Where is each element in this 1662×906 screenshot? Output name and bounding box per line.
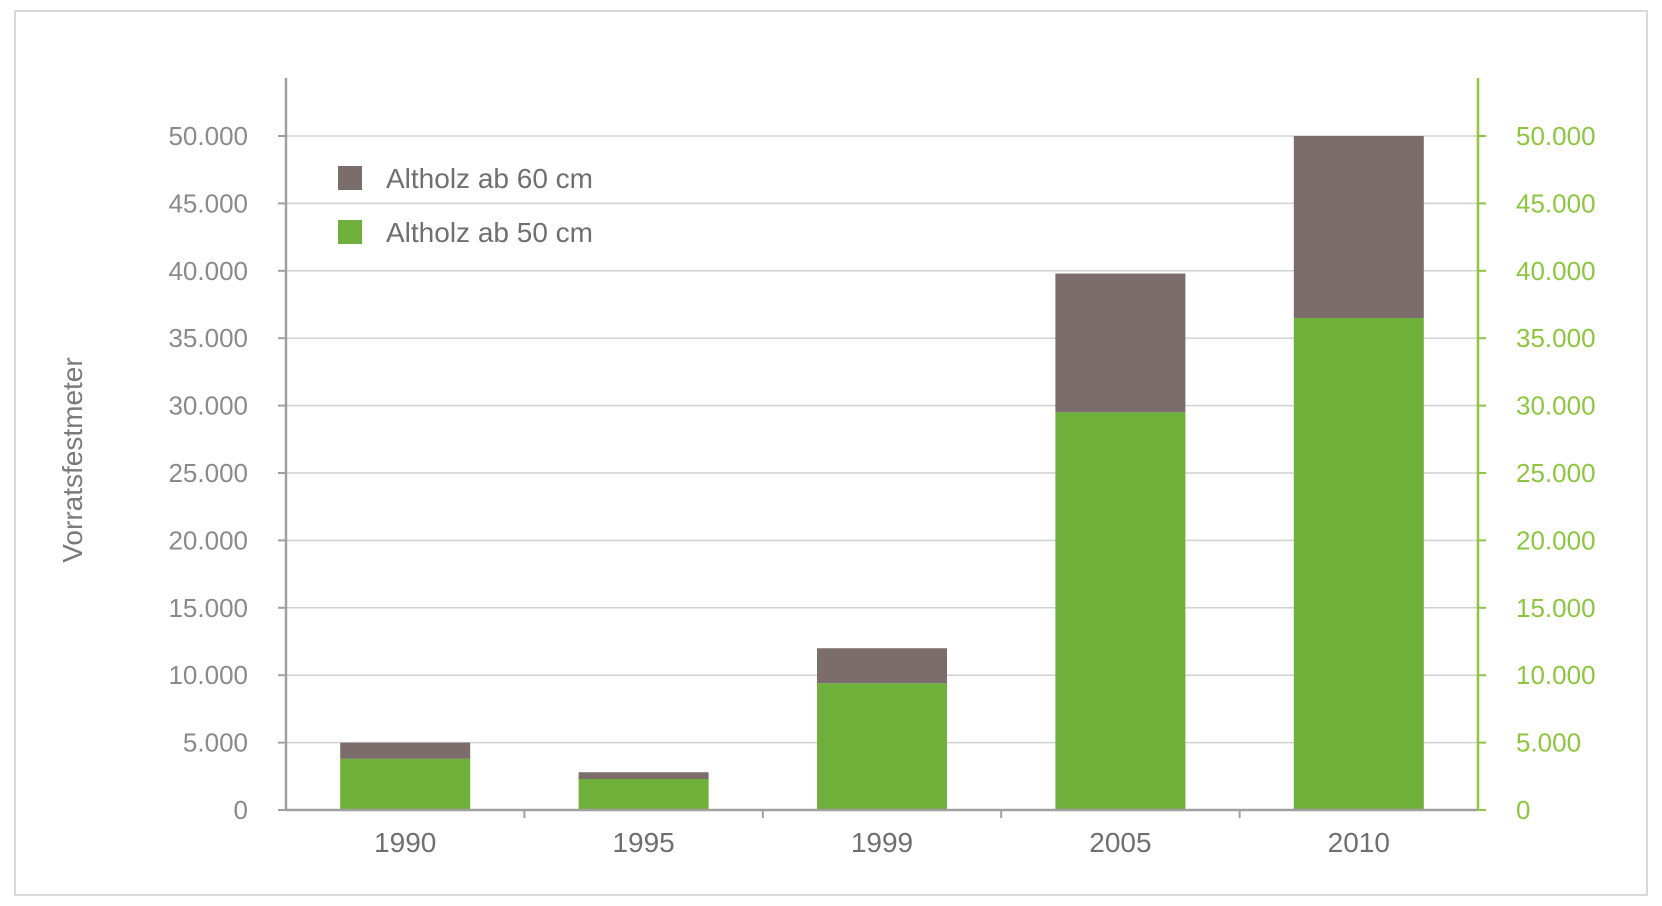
legend-label: Altholz ab 60 cm	[386, 163, 593, 194]
y2-tick-label: 50.000	[1516, 121, 1596, 151]
y2-tick-label: 5.000	[1516, 728, 1581, 758]
y-tick-label: 5.000	[183, 728, 248, 758]
y-tick-label: 15.000	[168, 593, 248, 623]
y-axis-title: Vorratsfestmeter	[57, 357, 88, 562]
axes	[278, 78, 1486, 818]
y-tick-label: 40.000	[168, 256, 248, 286]
tick-labels: 0 0 5.000 5.000 10.000 10.000 15.000 15.000 20.0…	[168, 121, 1595, 858]
bar-segment-altholz-60	[817, 648, 947, 684]
x-tick-label: 1995	[612, 827, 674, 858]
bar-segment-altholz-60	[1055, 273, 1186, 413]
legend-label: Altholz ab 50 cm	[386, 217, 593, 248]
y2-tick-label: 20.000	[1516, 525, 1596, 555]
y2-tick-label: 45.000	[1516, 188, 1596, 218]
bar-segment-altholz-50	[1293, 317, 1424, 810]
y-tick-label: 25.000	[168, 458, 248, 488]
bar-segment-altholz-60	[340, 742, 471, 759]
legend-swatch	[338, 166, 362, 190]
y-tick-label: 35.000	[168, 323, 248, 353]
bar-segment-altholz-50	[1055, 412, 1186, 810]
legend: Altholz ab 60 cm Altholz ab 50 cm	[338, 163, 593, 248]
y2-tick-label: 40.000	[1516, 256, 1596, 286]
bar-segment-altholz-50	[817, 683, 947, 810]
x-tick-label: 1990	[374, 827, 436, 858]
legend-swatch	[338, 220, 362, 244]
y-tick-label: 50.000	[168, 121, 248, 151]
x-tick-label: 2010	[1328, 827, 1390, 858]
y-tick-label: 10.000	[168, 660, 248, 690]
y2-tick-label: 25.000	[1516, 458, 1596, 488]
x-tick-label: 2005	[1089, 827, 1151, 858]
x-tick-label: 1999	[851, 827, 913, 858]
bar-segment-altholz-50	[578, 778, 709, 810]
y2-tick-label: 35.000	[1516, 323, 1596, 353]
bar-segment-altholz-50	[340, 758, 471, 810]
y-tick-label: 45.000	[168, 188, 248, 218]
y2-tick-label: 30.000	[1516, 391, 1596, 421]
bar-segment-altholz-60	[1293, 136, 1424, 318]
y-tick-label: 20.000	[168, 525, 248, 555]
bar-segment-altholz-60	[578, 772, 709, 779]
y2-tick-label: 0	[1516, 795, 1530, 825]
grid-lines	[286, 135, 1478, 744]
y2-tick-label: 15.000	[1516, 593, 1596, 623]
y2-tick-label: 10.000	[1516, 660, 1596, 690]
bars	[340, 136, 1424, 810]
y-tick-label: 30.000	[168, 391, 248, 421]
y-tick-label: 0	[234, 795, 248, 825]
